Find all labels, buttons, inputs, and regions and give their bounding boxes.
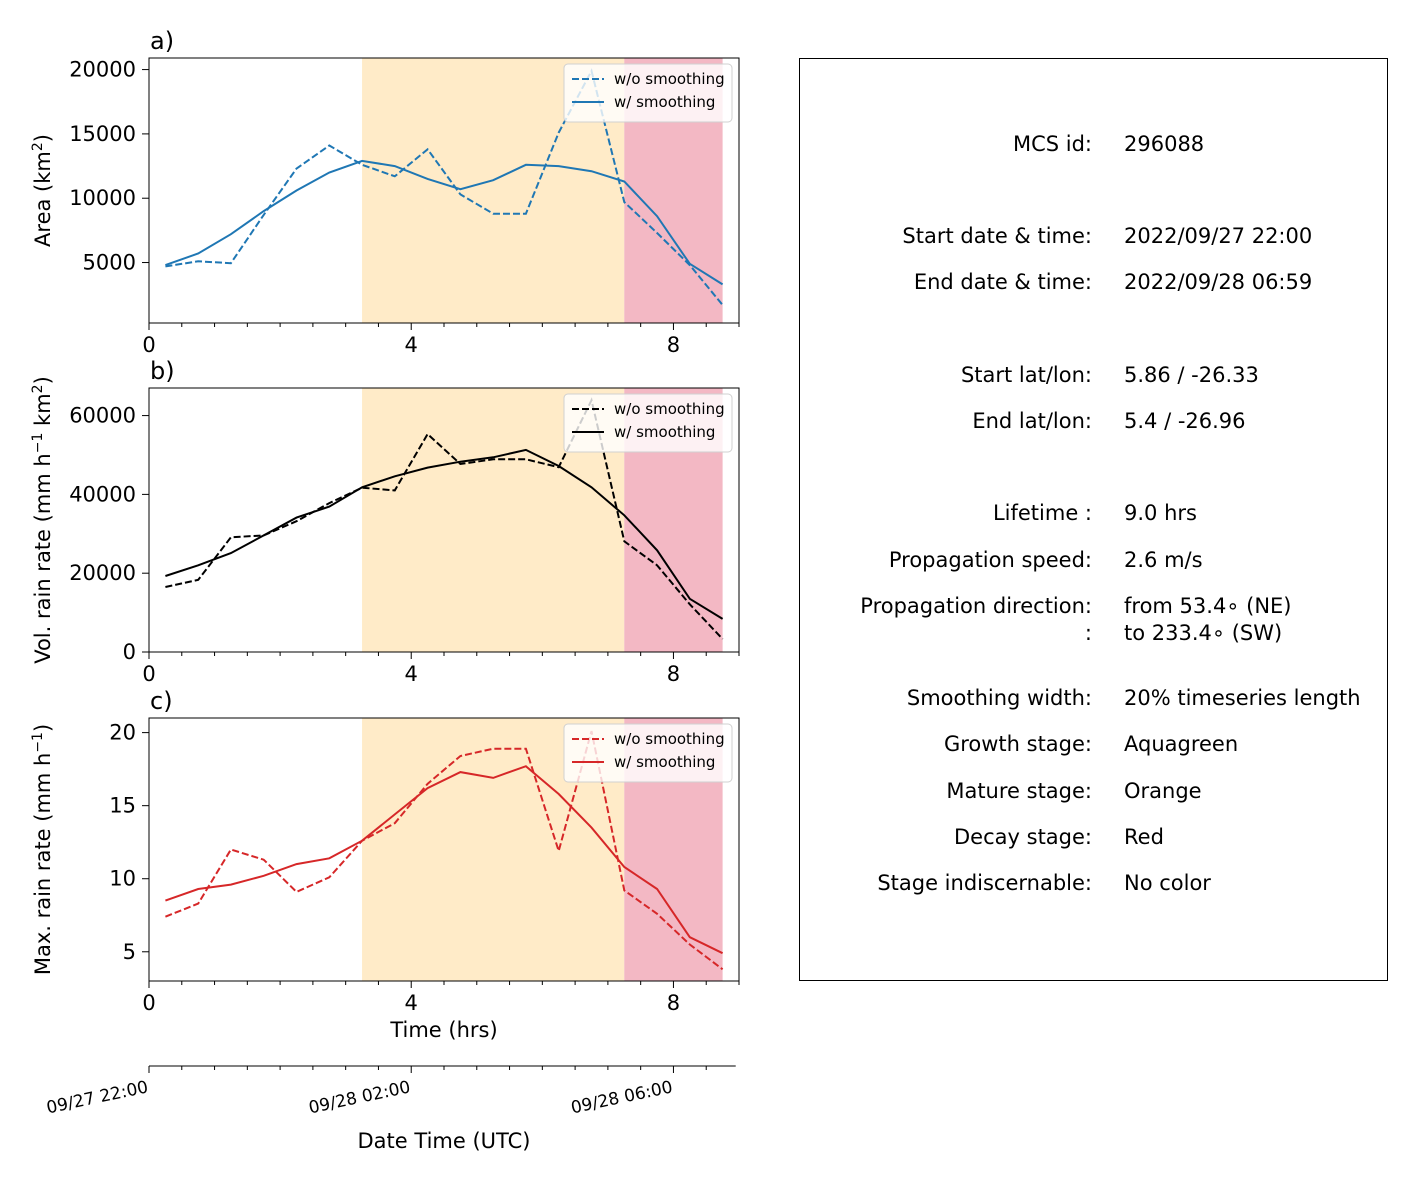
- info-label: Propagation direction:: [860, 594, 1092, 618]
- y-axis-label-text: Max. rain rate (mm h: [31, 753, 55, 976]
- series-line-smoothed: [165, 448, 724, 620]
- x-tick-label: 0: [142, 991, 155, 1015]
- x-tick-label: 8: [667, 991, 680, 1015]
- y-axis-label: Vol. rain rate (mm h−1 km2): [30, 376, 55, 664]
- info-value: 9.0 hrs: [1124, 501, 1197, 525]
- info-label: MCS id:: [1012, 132, 1092, 156]
- legend-label: w/o smoothing: [614, 730, 725, 748]
- y-axis-label-text: ): [31, 376, 55, 384]
- series-line-unsmoothed: [165, 397, 724, 640]
- y-axis-label-superscript: −1: [30, 732, 46, 753]
- info-label: Propagation speed:: [888, 548, 1092, 572]
- info-label: :: [1084, 621, 1092, 645]
- panel-3: 0 4 8 5 10 15 20 c) Max. rain rate (mm h−1) Time …: [30, 687, 740, 1042]
- legend-box: [563, 723, 733, 783]
- x-tick-label: 0: [142, 662, 155, 686]
- x-tick-label: 4: [405, 333, 418, 357]
- info-label: Start date & time:: [902, 224, 1092, 248]
- info-value: 2022/09/28 06:59: [1124, 270, 1313, 294]
- info-value: 2022/09/27 22:00: [1124, 224, 1313, 248]
- series-line-unsmoothed: [165, 68, 724, 306]
- info-label: Growth stage:: [943, 732, 1092, 756]
- y-axis-label: Max. rain rate (mm h−1): [30, 724, 55, 975]
- info-value: Red: [1124, 825, 1164, 849]
- date-axis: 09/27 22:00 09/28 02:00 09/28 06:00 Date Ti…: [45, 1065, 736, 1153]
- info-panel: MCS id: 296088 Start date & time: 2022/09/2…: [799, 58, 1388, 981]
- y-tick-label: 10000: [69, 186, 136, 210]
- legend-label: w/ smoothing: [614, 423, 715, 441]
- y-axis-label: Area (km2): [30, 134, 55, 247]
- date-axis-label: Date Time (UTC): [358, 1129, 531, 1153]
- y-tick-label: 20000: [69, 561, 136, 585]
- legend-box: [563, 393, 733, 453]
- info-value: 20% timeseries length: [1124, 686, 1361, 710]
- y-axis-label-superscript: 2: [30, 142, 46, 151]
- x-tick-label: 4: [405, 991, 418, 1015]
- info-value: No color: [1124, 871, 1211, 895]
- y-tick-label: 10: [109, 867, 136, 891]
- info-label: Smoothing width:: [906, 686, 1092, 710]
- legend-label: w/ smoothing: [614, 753, 715, 771]
- y-axis-label-text: Vol. rain rate (mm h: [31, 453, 55, 664]
- y-axis-label-superscript: −1: [30, 433, 46, 454]
- y-tick-label: 60000: [69, 404, 136, 428]
- series-line-smoothed: [165, 159, 724, 286]
- info-value: 2.6 m/s: [1124, 548, 1203, 572]
- date-tick-label: 09/28 02:00: [307, 1077, 412, 1118]
- info-value: 5.4 / -26.96: [1124, 409, 1246, 433]
- y-tick-label: 0: [123, 640, 136, 664]
- info-value: 296088: [1124, 132, 1205, 156]
- y-tick-label: 5: [123, 940, 136, 964]
- panel-label: a): [150, 27, 174, 55]
- y-tick-label: 5000: [83, 251, 136, 275]
- series-line-unsmoothed: [165, 730, 724, 971]
- x-axis-label: Time (hrs): [389, 1018, 497, 1042]
- x-tick-label: 8: [667, 333, 680, 357]
- panel-2: 0 4 8 0 20000 40000 60000 b) Vol. rain rate (mm …: [30, 357, 740, 686]
- info-value: 5.86 / -26.33: [1124, 363, 1259, 387]
- info-value: to 233.4∘ (SW): [1124, 621, 1283, 645]
- y-tick-label: 20: [109, 721, 136, 745]
- date-tick-label: 09/27 22:00: [45, 1077, 150, 1118]
- x-tick-label: 8: [667, 662, 680, 686]
- panel-label: b): [150, 357, 175, 385]
- date-tick-label: 09/28 06:00: [569, 1077, 674, 1118]
- legend-box: [563, 63, 733, 123]
- y-axis-label-text: ): [31, 724, 55, 732]
- info-label: Decay stage:: [954, 825, 1092, 849]
- y-tick-label: 15000: [69, 122, 136, 146]
- x-tick-label: 0: [142, 333, 155, 357]
- info-value: Orange: [1124, 779, 1202, 803]
- panel-1: 0 4 8 5000 10000 15000 20000 a) Area (km2) w/o sm…: [30, 27, 740, 357]
- info-label: Start lat/lon:: [960, 363, 1092, 387]
- info-label: End lat/lon:: [972, 409, 1092, 433]
- info-value: from 53.4∘ (NE): [1124, 594, 1292, 618]
- info-label: End date & time:: [913, 270, 1092, 294]
- legend-label: w/o smoothing: [614, 400, 725, 418]
- y-tick-label: 20000: [69, 58, 136, 82]
- legend-label: w/o smoothing: [614, 70, 725, 88]
- legend-label: w/ smoothing: [614, 93, 715, 111]
- info-label: Mature stage:: [946, 779, 1092, 803]
- info-value: Aquagreen: [1124, 732, 1239, 756]
- panel-label: c): [150, 687, 173, 715]
- y-axis-label-text: Area (km: [31, 151, 55, 247]
- y-tick-label: 15: [109, 794, 136, 818]
- y-axis-label-text: km: [31, 393, 55, 432]
- info-label: Lifetime :: [992, 501, 1092, 525]
- x-tick-label: 4: [405, 662, 418, 686]
- series-line-smoothed: [165, 765, 724, 955]
- info-label: Stage indiscernable:: [877, 871, 1092, 895]
- y-axis-label-text: ): [31, 134, 55, 142]
- y-axis-label-superscript: 2: [30, 384, 46, 393]
- y-tick-label: 40000: [69, 482, 136, 506]
